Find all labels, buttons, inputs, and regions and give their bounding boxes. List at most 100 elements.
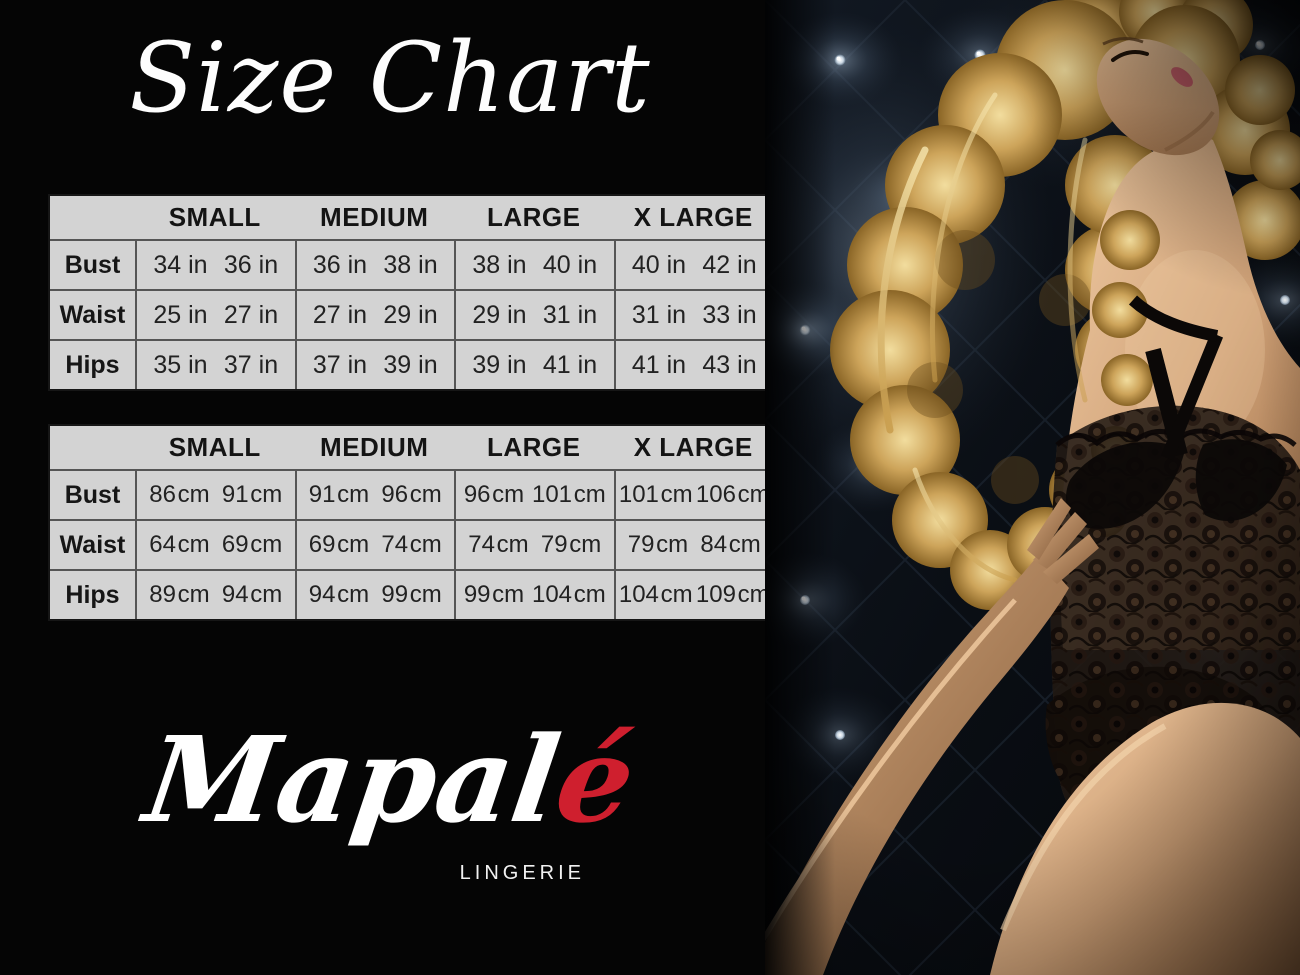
col-header-medium: MEDIUM <box>320 202 429 232</box>
measurement-value: 84 cm <box>700 531 761 558</box>
measure-row-waist: Waist 25 in 27 in 27 in 29 in 29 in 31 in 3… <box>50 289 773 339</box>
measure-row-waist: Waist 64 cm 69 cm 69 cm 74 cm 74 cm 79 cm 7… <box>50 519 773 569</box>
size-cell: 99 cm 104 cm <box>454 571 614 619</box>
size-cell: 29 in 31 in <box>454 291 614 339</box>
size-cell: 40 in 42 in <box>613 241 774 289</box>
measurement-value: 38 in <box>472 250 527 279</box>
measurement-value: 42 in <box>702 250 757 279</box>
measurement-value: 79 cm <box>627 531 689 558</box>
measurement-value: 29 in <box>383 300 438 329</box>
measurement-value: 69 cm <box>308 531 370 558</box>
size-cell: 34 in 36 in <box>135 241 295 289</box>
measurement-value: 41 in <box>631 350 687 379</box>
col-header-xlarge: X LARGE <box>633 202 753 232</box>
size-table-header: SMALL MEDIUM LARGE X LARGE <box>50 426 773 471</box>
measurement-value: 34 in <box>153 250 208 279</box>
measure-row-hips: Hips 89 cm 94 cm 94 cm 99 cm 99 cm 104 cm 1… <box>50 569 773 619</box>
measurement-value: 64 cm <box>149 531 210 558</box>
brand-wordmark: Mapalé <box>137 710 642 850</box>
measurement-value: 31 in <box>542 300 598 329</box>
measurement-value: 79 cm <box>540 531 602 558</box>
size-cell: 79 cm 84 cm <box>613 521 774 569</box>
size-cell: 74 cm 79 cm <box>454 521 614 569</box>
row-label: Waist <box>59 300 126 329</box>
measurement-value: 36 in <box>312 250 368 279</box>
page-title: Size Chart <box>129 22 651 134</box>
brand-tagline: LINGERIE <box>459 862 585 884</box>
measurement-value: 36 in <box>223 250 279 279</box>
row-label: Bust <box>64 480 121 509</box>
measure-row-hips: Hips 35 in 37 in 37 in 39 in 39 in 41 in 41… <box>50 339 773 389</box>
size-cell: 94 cm 99 cm <box>294 571 455 619</box>
size-cell: 36 in 38 in <box>294 241 455 289</box>
measurement-value: 29 in <box>472 300 527 329</box>
size-table-header: SMALL MEDIUM LARGE X LARGE <box>50 196 773 241</box>
col-header-medium: MEDIUM <box>320 432 429 462</box>
size-cell: 38 in 40 in <box>454 241 614 289</box>
measurement-value: 109 cm <box>695 581 770 608</box>
measurement-value: 94 cm <box>221 581 283 608</box>
row-label: Hips <box>65 580 120 609</box>
measurement-value: 41 in <box>542 350 598 379</box>
measurement-value: 27 in <box>312 300 368 329</box>
size-cell: 91 cm 96 cm <box>294 471 455 519</box>
size-cell: 35 in 37 in <box>135 341 295 389</box>
size-cell: 41 in 43 in <box>613 341 774 389</box>
measurement-value: 37 in <box>312 350 368 379</box>
measurement-value: 89 cm <box>149 581 210 608</box>
size-cell: 101 cm 106 cm <box>613 471 774 519</box>
measurement-value: 74 cm <box>381 531 442 558</box>
measurement-value: 40 in <box>542 250 598 279</box>
measurement-value: 96 cm <box>381 481 442 508</box>
top-right-shadow <box>1000 0 1300 300</box>
measurement-value: 101 cm <box>618 481 693 508</box>
measurement-value: 74 cm <box>468 531 529 558</box>
measurement-value: 43 in <box>702 350 757 379</box>
col-header-small: SMALL <box>168 202 261 232</box>
size-cell: 39 in 41 in <box>454 341 614 389</box>
size-table-centimeters: SMALL MEDIUM LARGE X LARGE Bust 86 cm 91 … <box>48 424 775 621</box>
model-photo <box>765 0 1300 975</box>
measurement-value: 40 in <box>631 250 687 279</box>
row-label: Bust <box>64 250 121 279</box>
measurement-value: 99 cm <box>463 581 525 608</box>
measurement-value: 101 cm <box>531 481 606 508</box>
size-table-inches: SMALL MEDIUM LARGE X LARGE Bust 34 in 36 … <box>48 194 775 391</box>
size-cell: 27 in 29 in <box>294 291 455 339</box>
brand-logo: Mapalé LINGERIE <box>0 710 780 900</box>
measurement-value: 104 cm <box>618 581 693 608</box>
measurement-value: 69 cm <box>221 531 283 558</box>
measurement-value: 86 cm <box>149 481 210 508</box>
measurement-value: 31 in <box>631 300 687 329</box>
row-label: Hips <box>65 350 120 379</box>
measurement-value: 39 in <box>383 350 438 379</box>
measurement-value: 25 in <box>153 300 208 329</box>
size-cell: 69 cm 74 cm <box>294 521 455 569</box>
size-cell: 64 cm 69 cm <box>135 521 295 569</box>
measurement-value: 94 cm <box>308 581 370 608</box>
measurement-value: 99 cm <box>381 581 442 608</box>
size-cell: 89 cm 94 cm <box>135 571 295 619</box>
size-cell: 86 cm 91 cm <box>135 471 295 519</box>
measurement-value: 38 in <box>383 250 438 279</box>
size-cell: 25 in 27 in <box>135 291 295 339</box>
col-header-xlarge: X LARGE <box>633 432 753 462</box>
measure-row-bust: Bust 34 in 36 in 36 in 38 in 38 in 40 in 40… <box>50 241 773 289</box>
model-photo-svg <box>765 0 1300 975</box>
measurement-value: 104 cm <box>531 581 606 608</box>
measurement-value: 39 in <box>472 350 527 379</box>
col-header-large: LARGE <box>487 432 581 462</box>
measurement-value: 35 in <box>153 350 208 379</box>
brand-name-main: Mapal <box>137 710 568 849</box>
measurement-value: 37 in <box>223 350 279 379</box>
size-cell: 96 cm 101 cm <box>454 471 614 519</box>
measurement-value: 91 cm <box>221 481 283 508</box>
size-cell: 31 in 33 in <box>613 291 774 339</box>
measurement-value: 27 in <box>223 300 279 329</box>
row-label: Waist <box>59 530 126 559</box>
measurement-value: 91 cm <box>308 481 370 508</box>
measurement-value: 106 cm <box>695 481 770 508</box>
measurement-value: 96 cm <box>463 481 525 508</box>
measurement-value: 33 in <box>702 300 757 329</box>
